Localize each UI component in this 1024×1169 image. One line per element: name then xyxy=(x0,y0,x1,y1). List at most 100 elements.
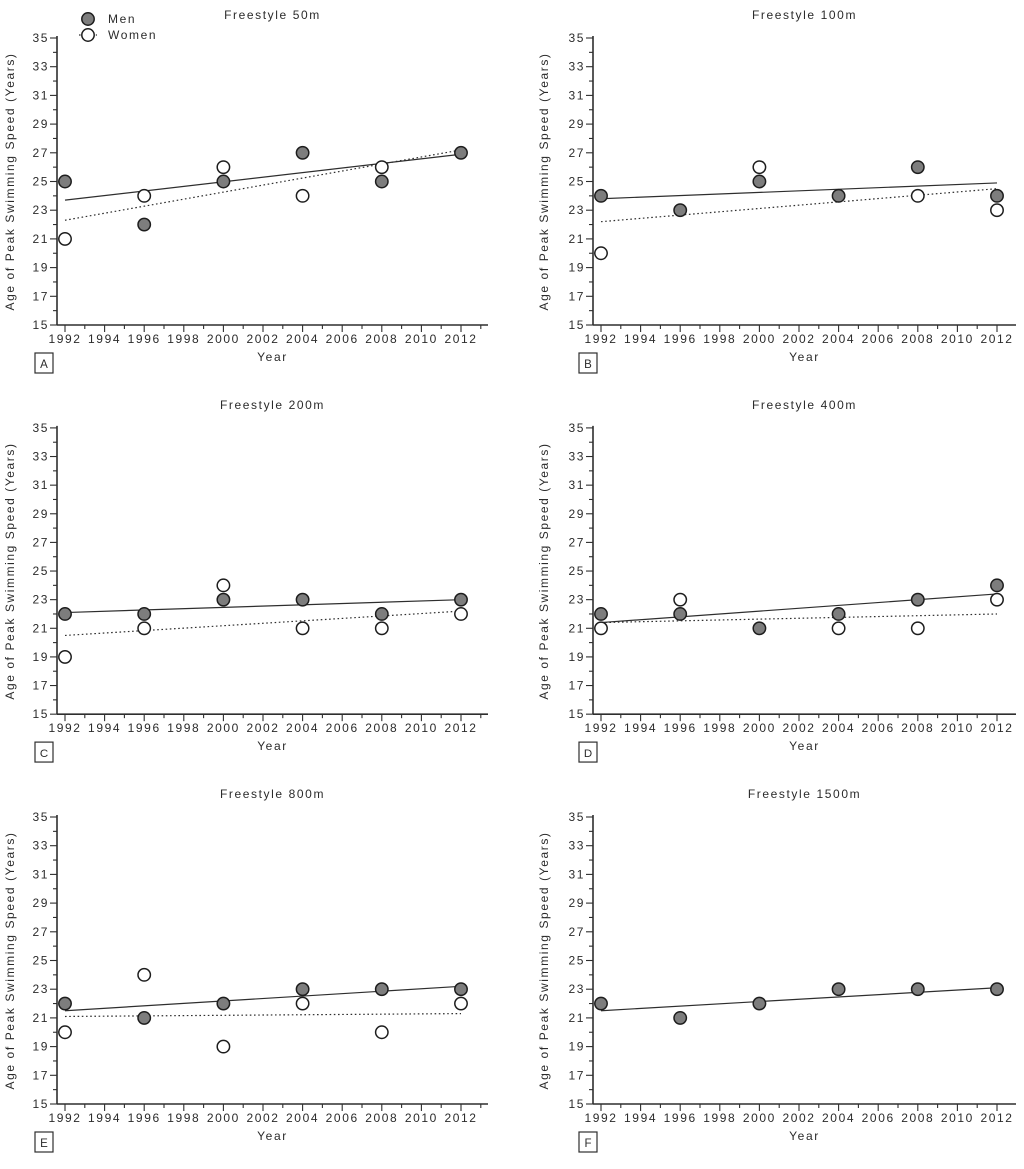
x-tick-label: 1992 xyxy=(584,332,617,346)
x-tick-label: 1992 xyxy=(48,721,81,735)
y-tick-label: 17 xyxy=(568,289,585,303)
y-tick-label: 35 xyxy=(32,421,49,435)
data-point-men xyxy=(58,607,72,621)
data-point-men xyxy=(454,982,468,997)
data-point-men xyxy=(831,982,846,997)
data-point-men xyxy=(295,982,310,997)
x-tick-label: 2000 xyxy=(207,721,240,735)
data-point-men xyxy=(216,174,231,189)
x-tick-label: 1994 xyxy=(624,721,657,735)
y-tick-label: 29 xyxy=(568,507,585,521)
y-tick-label: 19 xyxy=(32,261,49,275)
x-tick-label: 2006 xyxy=(862,332,895,346)
x-tick-label: 2004 xyxy=(822,721,855,735)
data-point-men xyxy=(831,188,846,203)
x-tick-label: 2010 xyxy=(405,332,438,346)
y-tick-label: 15 xyxy=(568,1097,585,1111)
y-tick-label: 23 xyxy=(568,203,585,217)
x-tick-label: 2012 xyxy=(980,721,1013,735)
y-tick-label: 19 xyxy=(568,261,585,275)
y-tick-label: 25 xyxy=(568,954,585,968)
data-point-women xyxy=(216,160,231,175)
x-tick-label: 2008 xyxy=(365,721,398,735)
data-point-women xyxy=(216,578,231,593)
series-men xyxy=(58,592,468,621)
data-point-men xyxy=(673,203,688,218)
x-tick-label: 2002 xyxy=(246,1111,279,1125)
x-tick-label: 2000 xyxy=(743,721,776,735)
panel-freestyle-1500m: Freestyle 1500m 15 17 19 21 23 25 27 29 31 33 35 199… xyxy=(512,779,1024,1169)
y-axis-title: Age of Peak Swimming Speed (Years) xyxy=(3,831,17,1089)
y-tick-label: 21 xyxy=(568,1011,585,1025)
x-tick-label: 1998 xyxy=(167,721,200,735)
y-tick-label: 15 xyxy=(32,1097,49,1111)
ticks xyxy=(50,37,482,332)
data-point-women xyxy=(910,621,925,636)
y-tick-label: 29 xyxy=(32,507,49,521)
x-tick-label: 1996 xyxy=(664,332,697,346)
data-point-men xyxy=(216,592,231,607)
data-point-men xyxy=(990,578,1004,593)
panel-freestyle-100m: Freestyle 100m 15 17 19 21 23 25 27 29 31 33 35 1992… xyxy=(512,0,1024,390)
x-tick-label: 1998 xyxy=(703,721,736,735)
data-point-men xyxy=(594,607,608,621)
y-tick-label: 35 xyxy=(32,31,49,45)
panel-freestyle-800m: Freestyle 800m 15 17 19 21 23 25 27 29 31 33 35 1992… xyxy=(0,779,512,1169)
data-point-men xyxy=(137,607,152,621)
x-tick-label: 1996 xyxy=(128,332,161,346)
panel-letter: A xyxy=(40,359,48,371)
x-tick-label: 2010 xyxy=(941,332,974,346)
axes xyxy=(592,36,1016,326)
axes xyxy=(56,815,488,1105)
open-circle-icon xyxy=(81,28,95,42)
data-point-women xyxy=(831,621,846,636)
y-tick-label: 33 xyxy=(568,839,585,853)
data-point-women xyxy=(990,592,1004,607)
data-point-women xyxy=(594,246,608,261)
y-tick-label: 15 xyxy=(568,707,585,721)
chart-B: Freestyle 100m 15 17 19 21 23 25 27 29 31 33 35 1992… xyxy=(537,8,1016,374)
x-tick-label: 1998 xyxy=(167,332,200,346)
y-tick-label: 23 xyxy=(32,982,49,996)
y-tick-label: 29 xyxy=(32,896,49,910)
panel-title: Freestyle 200m xyxy=(220,398,325,412)
data-point-women xyxy=(594,621,608,636)
data-point-women xyxy=(374,160,389,175)
data-point-women xyxy=(137,188,152,203)
filled-circle-icon xyxy=(81,12,95,26)
data-point-men xyxy=(752,621,767,636)
data-point-women xyxy=(58,649,72,664)
panel-letter-box xyxy=(578,741,598,763)
data-point-men xyxy=(295,592,310,607)
panel-title: Freestyle 50m xyxy=(224,8,321,22)
y-axis-title: Age of Peak Swimming Speed (Years) xyxy=(537,52,551,310)
axes xyxy=(56,36,488,326)
data-point-women xyxy=(454,996,468,1011)
trend-line-men xyxy=(600,182,998,200)
x-tick-label: 2000 xyxy=(743,332,776,346)
x-tick-label: 1996 xyxy=(128,1111,161,1125)
y-tick-label: 35 xyxy=(568,810,585,824)
x-tick-label: 1998 xyxy=(703,1111,736,1125)
data-point-men xyxy=(295,145,310,160)
axes xyxy=(56,425,488,715)
x-tick-label: 2002 xyxy=(782,332,815,346)
x-tick-label: 2004 xyxy=(822,332,855,346)
y-tick-label: 35 xyxy=(568,31,585,45)
y-tick-label: 23 xyxy=(568,982,585,996)
y-tick-label: 23 xyxy=(32,203,49,217)
series-men xyxy=(58,982,468,1025)
y-tick-label: 27 xyxy=(568,535,585,549)
x-axis-title: Year xyxy=(789,350,820,364)
data-point-women xyxy=(990,203,1004,218)
y-tick-label: 31 xyxy=(568,478,585,492)
x-tick-label: 2004 xyxy=(286,721,319,735)
data-point-women xyxy=(374,1025,389,1040)
chart-D: Freestyle 400m 15 17 19 21 23 25 27 29 31 33 35 1992… xyxy=(537,398,1016,763)
data-point-women xyxy=(295,188,310,203)
x-tick-label: 2010 xyxy=(405,721,438,735)
ticks xyxy=(50,427,482,722)
trend-line-men xyxy=(64,599,462,614)
panel-letter: E xyxy=(40,1138,48,1150)
data-point-men xyxy=(752,174,767,189)
